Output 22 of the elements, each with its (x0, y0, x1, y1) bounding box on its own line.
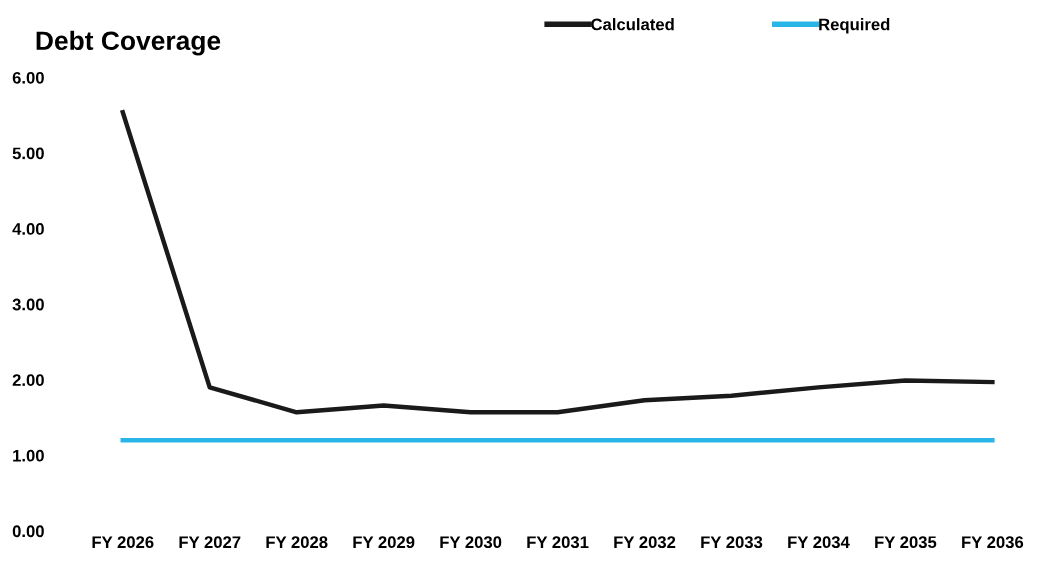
y-tick-label: 0.00 (12, 525, 44, 538)
x-tick-label: FY 2029 (353, 536, 415, 549)
y-tick-label: 5.00 (12, 147, 44, 160)
y-tick-label: 4.00 (12, 223, 44, 235)
x-tick-label: FY 2027 (179, 536, 241, 549)
x-tick-label: FY 2031 (527, 536, 589, 549)
y-tick-label: 1.00 (13, 449, 44, 462)
x-tick-label: FY 2035 (875, 536, 937, 549)
y-tick-label: 3.00 (12, 298, 44, 311)
line-series (120, 110, 995, 415)
x-tick-label: FY 2032 (614, 536, 676, 549)
x-tick-label: FY 2033 (701, 536, 763, 549)
x-tick-label: FY 2034 (788, 536, 850, 549)
y-tick-label: 6.00 (12, 71, 44, 84)
y-tick-label: 2.00 (12, 374, 44, 386)
x-tick-label: FY 2036 (962, 536, 1024, 549)
x-tick-label: FY 2030 (440, 536, 502, 549)
chart-title: Debt Coverage (36, 30, 221, 56)
x-tick-label: FY 2028 (266, 536, 328, 549)
x-tick-label: FY 2026 (92, 536, 154, 549)
legend-label: Required (819, 18, 890, 34)
legend-label: Calculated (591, 18, 674, 31)
